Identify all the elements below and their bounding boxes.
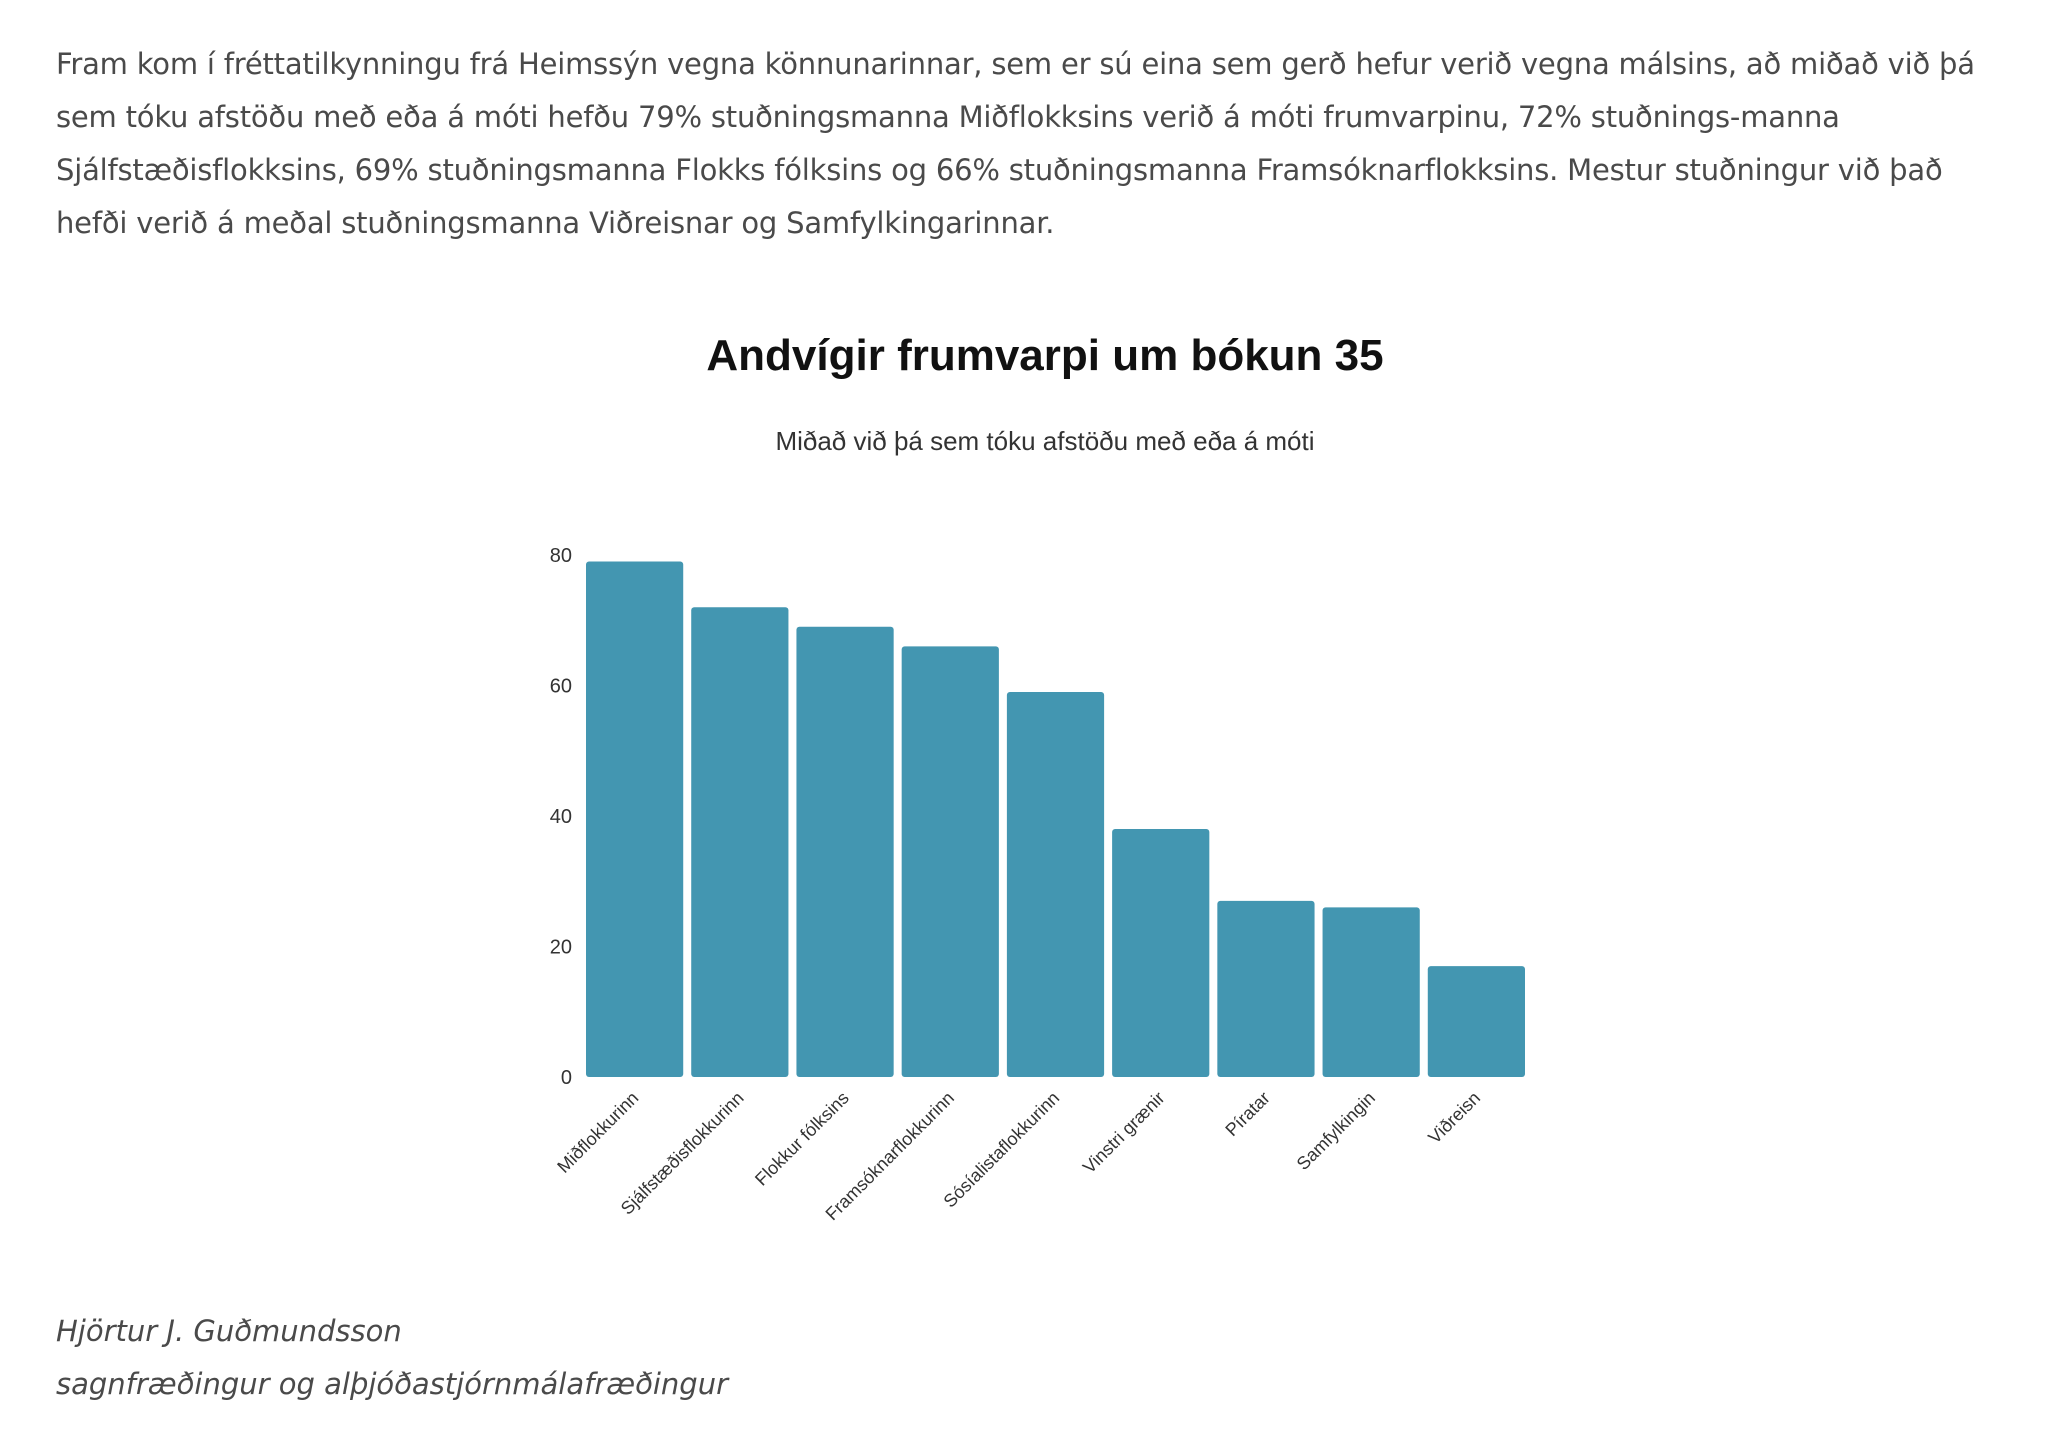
bars [586, 561, 1525, 1077]
author-name: Hjörtur J. Guðmundsson [56, 1314, 402, 1348]
x-tick-label: Sósíalistaflokkurinn [940, 1088, 1064, 1212]
bar-9 [1427, 966, 1525, 1077]
bar-2 [691, 607, 789, 1077]
article-paragraph: Fram kom í fréttatilkynningu frá Heimssý… [56, 47, 1975, 240]
x-tick-label: Vinstri grænir [1079, 1088, 1169, 1178]
chart-subtitle: Miðað við þá sem tóku afstöðu með eða á … [775, 426, 1314, 456]
bar-chart: Andvígir frumvarpi um bókun 35 Miðað við… [550, 331, 1525, 1225]
y-axis: 0 20 40 60 80 [550, 545, 572, 1089]
x-tick-label: Flokkur fólksins [751, 1088, 853, 1190]
x-tick-label: Miðflokkurinn [553, 1088, 642, 1177]
x-tick-label: Píratar [1221, 1088, 1273, 1140]
y-tick-label: 80 [550, 545, 572, 567]
bar-7 [1217, 900, 1315, 1077]
bar-1 [586, 561, 684, 1077]
signature: Hjörtur J. Guðmundsson sagnfræðingur og … [56, 1305, 728, 1411]
y-tick-label: 40 [550, 806, 572, 828]
author-role: sagnfræðingur og alþjóðastjórnmálafræðin… [56, 1367, 728, 1401]
y-tick-label: 20 [550, 937, 572, 959]
chart-title: Andvígir frumvarpi um bókun 35 [706, 331, 1383, 380]
bar-6 [1112, 829, 1210, 1077]
chart-figure: Andvígir frumvarpi um bókun 35 Miðað við… [0, 300, 2048, 1300]
bar-8 [1322, 907, 1420, 1077]
y-tick-label: 60 [550, 676, 572, 698]
y-tick-label: 0 [561, 1067, 572, 1089]
x-tick-label: Samfylkingin [1293, 1088, 1379, 1174]
x-tick-label: Viðreisn [1424, 1088, 1484, 1148]
bar-3 [796, 626, 894, 1077]
bar-4 [901, 646, 999, 1077]
bar-5 [1006, 692, 1105, 1077]
